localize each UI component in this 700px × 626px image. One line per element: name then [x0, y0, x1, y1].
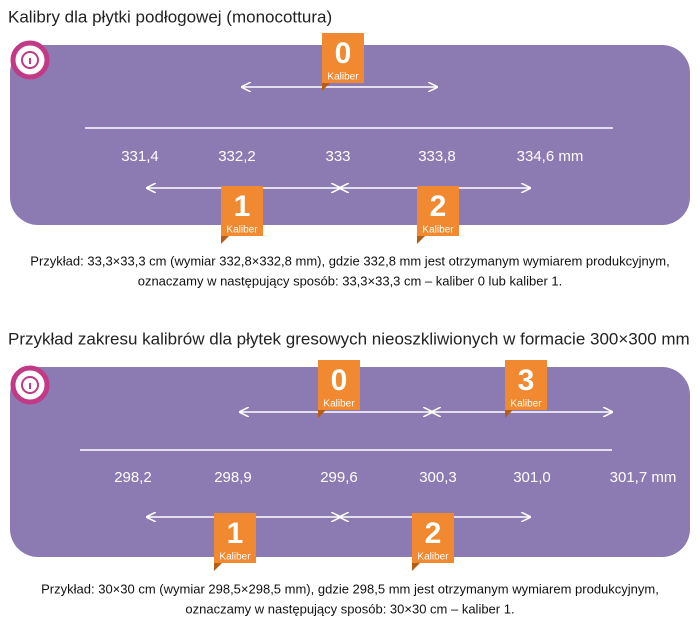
example-text: Przykład: 30×30 cm (wymiar 298,5×298,5 m…: [41, 581, 659, 596]
scale-label: 332,2: [218, 148, 256, 165]
scale-label: 331,4: [121, 148, 159, 165]
badge-fold: [214, 563, 222, 571]
scale-label: 300,3: [419, 469, 457, 486]
badge-label: Kaliber: [510, 399, 542, 410]
kaliber-badge: 2 Kaliber: [417, 186, 459, 244]
kaliber-badge: 1 Kaliber: [214, 513, 256, 571]
scale-label: 298,2: [114, 469, 152, 486]
kaliber-badge: 2 Kaliber: [412, 513, 454, 571]
badge-fold: [505, 410, 513, 418]
badge-number: 0: [335, 37, 352, 70]
scale-label: 333: [325, 148, 350, 165]
badge-label: Kaliber: [422, 225, 454, 236]
panel: [10, 45, 690, 225]
badge-body: [412, 513, 454, 563]
kaliber-badge: 1 Kaliber: [221, 186, 263, 244]
badge-fold: [322, 83, 330, 91]
example-text: Przykład: 33,3×33,3 cm (wymiar 332,8×332…: [30, 253, 669, 268]
badge-number: 2: [430, 190, 447, 223]
scale-label: 299,6: [320, 469, 358, 486]
badge-label: Kaliber: [323, 399, 355, 410]
kaliber-badge: 0 Kaliber: [322, 33, 364, 91]
badge-body: [214, 513, 256, 563]
badge-fold: [318, 410, 326, 418]
kaliber-badge: 3 Kaliber: [505, 360, 547, 418]
example-text: oznaczamy w następujący sposób: 33,3×33,…: [138, 273, 563, 288]
badge-label: Kaliber: [226, 225, 258, 236]
kaliber-badge: 0 Kaliber: [318, 360, 360, 418]
info-icon: [21, 51, 39, 69]
badge-number: 0: [331, 364, 348, 397]
badge-fold: [221, 236, 229, 244]
badge-body: [505, 360, 547, 410]
badge-body: [322, 33, 364, 83]
badge-fold: [412, 563, 420, 571]
badge-number: 1: [234, 190, 251, 223]
section-title: Kalibry dla płytki podłogowej (monocottu…: [8, 7, 332, 26]
scale-label: 333,8: [418, 148, 456, 165]
scale-label: 334,6 mm: [517, 148, 584, 165]
badge-fold: [417, 236, 425, 244]
info-icon: [21, 376, 39, 394]
badge-body: [221, 186, 263, 236]
badge-number: 2: [425, 517, 442, 550]
section-title: Przykład zakresu kalibrów dla płytek gre…: [8, 329, 690, 348]
badge-number: 3: [518, 364, 535, 397]
badge-body: [417, 186, 459, 236]
scale-label: 298,9: [214, 469, 252, 486]
example-text: oznaczamy w następujący sposób: 30×30 cm…: [185, 601, 514, 616]
badge-number: 1: [227, 517, 244, 550]
badge-body: [318, 360, 360, 410]
badge-label: Kaliber: [417, 552, 449, 563]
scale-label: 301,0: [513, 469, 551, 486]
badge-label: Kaliber: [327, 72, 359, 83]
badge-label: Kaliber: [219, 552, 251, 563]
scale-label: 301,7 mm: [610, 469, 677, 486]
